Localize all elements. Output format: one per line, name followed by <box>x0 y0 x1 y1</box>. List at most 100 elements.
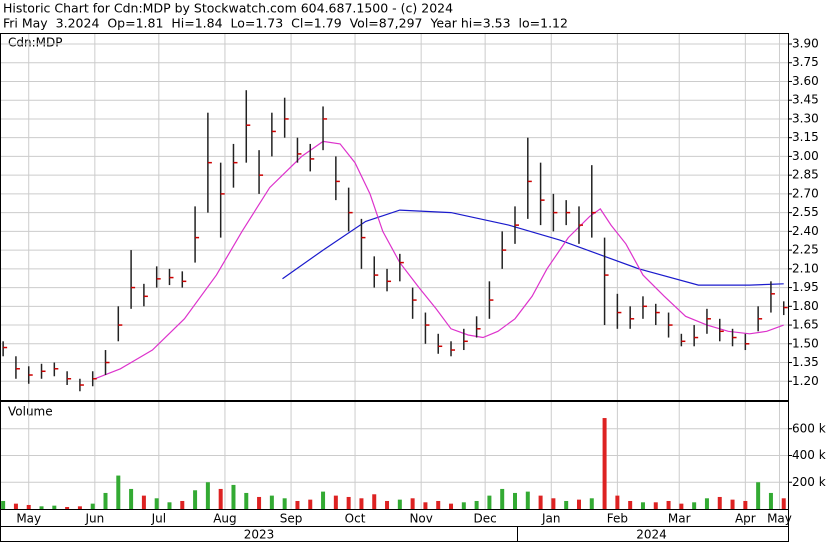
volume-bar <box>308 499 313 509</box>
volume-bar <box>500 488 505 509</box>
chart-subtitle: Fri May 3.2024 Op=1.81 Hi=1.84 Lo=1.73 C… <box>3 16 568 31</box>
volume-bar <box>385 500 390 509</box>
y-tick-label: 3.60 <box>792 74 819 88</box>
volume-bar <box>538 495 543 509</box>
x-tick-label: May <box>16 512 41 526</box>
volume-bar <box>730 499 735 509</box>
volume-bar <box>26 504 31 509</box>
volume-bar <box>449 503 454 509</box>
volume-bar <box>679 503 684 509</box>
volume-bar <box>717 496 722 509</box>
volume-bar <box>704 498 709 509</box>
volume-bar <box>423 502 428 509</box>
x-tick-label: Jan <box>541 512 561 526</box>
volume-label: Volume <box>8 405 53 419</box>
volume-bar <box>65 506 70 509</box>
volume-bar <box>90 503 95 509</box>
volume-bar <box>781 498 786 509</box>
y-tick-label: 2.70 <box>792 186 819 200</box>
y-tick-label: 1.35 <box>792 355 819 369</box>
volume-bar <box>410 498 415 509</box>
volume-bar <box>525 491 530 509</box>
volume-bar <box>257 496 262 509</box>
volume-bar <box>218 488 223 509</box>
y-tick-label: 2.55 <box>792 205 819 219</box>
volume-bar <box>589 498 594 509</box>
volume-bar <box>103 492 108 509</box>
volume-bar <box>295 500 300 509</box>
moving-average <box>94 140 784 380</box>
volume-bar <box>141 495 146 509</box>
volume-bar <box>269 495 274 509</box>
y-tick-label: 2.40 <box>792 224 819 238</box>
y-tick-label: 3.30 <box>792 111 819 125</box>
x-tick-label: Dec <box>474 512 497 526</box>
x-tick-label: Feb <box>607 512 628 526</box>
volume-bar <box>461 502 466 509</box>
volume-bar <box>743 500 748 509</box>
x-tick-label: Sep <box>280 512 303 526</box>
moving-average <box>282 209 784 286</box>
volume-bar <box>52 505 57 509</box>
volume-bar <box>513 492 518 509</box>
x-tick-label: May <box>767 512 792 526</box>
volume-bar <box>359 498 364 509</box>
x-tick-label: Aug <box>213 512 236 526</box>
volume-bar <box>346 496 351 509</box>
x-tick-label: Oct <box>345 512 366 526</box>
y-tick-label: 400 k <box>792 448 826 462</box>
y-tick-label: 1.95 <box>792 280 819 294</box>
y-tick-label: 3.15 <box>792 130 819 144</box>
x-tick-label: Nov <box>409 512 432 526</box>
volume-bar <box>615 495 620 509</box>
y-tick-label: 3.45 <box>792 93 819 107</box>
y-tick-label: 200 k <box>792 475 826 489</box>
y-tick-label: 3.00 <box>792 149 819 163</box>
volume-bar <box>653 502 658 509</box>
y-tick-label: 2.10 <box>792 261 819 275</box>
volume-bar <box>372 494 377 509</box>
x-tick-label: Jun <box>84 512 104 526</box>
y-tick-label: 3.75 <box>792 55 819 69</box>
volume-bar <box>282 498 287 509</box>
volume-bar <box>244 492 249 509</box>
volume-bar <box>116 475 121 509</box>
x-tick-label: Mar <box>668 512 691 526</box>
volume-bar <box>13 503 18 509</box>
date-panel <box>0 509 789 542</box>
volume-bar <box>397 499 402 509</box>
chart-title: Historic Chart for Cdn:MDP by Stockwatch… <box>3 1 453 16</box>
volume-bar <box>576 499 581 509</box>
volume-bar <box>436 500 441 509</box>
y-tick-label: 1.20 <box>792 374 819 388</box>
y-tick-label: 1.50 <box>792 336 819 350</box>
volume-bar <box>231 484 236 509</box>
volume-bar <box>39 506 44 509</box>
volume-bar <box>129 488 134 509</box>
volume-bar <box>756 482 761 509</box>
volume-bar <box>167 502 172 509</box>
year-label: 2024 <box>636 528 667 542</box>
volume-bar <box>154 498 159 509</box>
volume-bar <box>640 502 645 509</box>
y-tick-label: 600 k <box>792 421 826 435</box>
volume-bar <box>180 500 185 509</box>
price-panel <box>0 33 789 401</box>
y-tick-label: 3.90 <box>792 36 819 50</box>
volume-bar <box>666 500 671 509</box>
y-tick-label: 2.85 <box>792 168 819 182</box>
volume-bar <box>193 490 198 509</box>
x-tick-label: Jul <box>151 512 166 526</box>
symbol-label: Cdn:MDP <box>8 36 62 50</box>
volume-bar <box>564 500 569 509</box>
volume-bar <box>1 500 6 509</box>
volume-bar <box>602 418 607 509</box>
y-tick-label: 2.25 <box>792 243 819 257</box>
volume-bar <box>487 495 492 509</box>
x-tick-label: Apr <box>735 512 756 526</box>
volume-bar <box>77 506 82 509</box>
volume-bar <box>692 502 697 509</box>
volume-bar <box>768 492 773 509</box>
